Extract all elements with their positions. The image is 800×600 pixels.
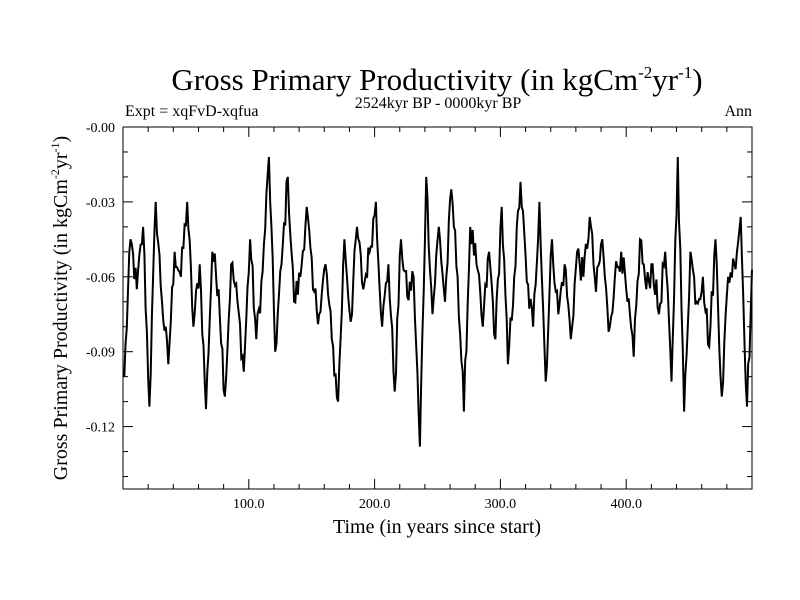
experiment-label: Expt = xqFvD-xqfua bbox=[125, 103, 258, 120]
ylabel-main: Gross Primary Productivity (in kgCm bbox=[50, 179, 72, 481]
chart-title: Gross Primary Productivity (in kgCm-2yr-… bbox=[171, 62, 702, 97]
plot-frame bbox=[122, 126, 753, 490]
title-sup-1: -2 bbox=[638, 63, 652, 82]
y-tick-label: -0.12 bbox=[86, 421, 115, 436]
ylabel-end: ) bbox=[50, 136, 72, 143]
y-tick-label: -0.09 bbox=[86, 346, 115, 361]
period-subtitle: 2524kyr BP - 0000kyr BP bbox=[355, 95, 522, 112]
title-mid: yr bbox=[652, 62, 679, 97]
y-axis-label: Gross Primary Productivity (in kgCm-2yr-… bbox=[48, 136, 72, 480]
y-tick-label: -0.00 bbox=[86, 121, 115, 136]
ylabel-sup-2: -1 bbox=[48, 142, 62, 152]
season-label: Ann bbox=[724, 103, 752, 120]
ylabel-mid: yr bbox=[50, 152, 72, 169]
title-end: ) bbox=[692, 62, 702, 97]
x-tick-label: 100.0 bbox=[233, 497, 265, 512]
x-tick-label: 200.0 bbox=[359, 497, 391, 512]
ylabel-sup-1: -2 bbox=[48, 169, 62, 179]
axis-ticks: 100.0 200.0 300.0 400.0 -0.00 -0.03 -0.06 -0.09… bbox=[86, 121, 752, 512]
x-tick-label: 300.0 bbox=[485, 497, 517, 512]
x-tick-label: 400.0 bbox=[610, 497, 642, 512]
title-sup-2: -1 bbox=[678, 63, 692, 82]
x-axis-label: Time (in years since start) bbox=[333, 516, 541, 538]
y-tick-label: -0.06 bbox=[86, 271, 115, 286]
y-tick-label: -0.03 bbox=[86, 196, 115, 211]
title-main: Gross Primary Productivity (in kgCm bbox=[171, 62, 638, 97]
gpp-series-line bbox=[123, 156, 753, 447]
